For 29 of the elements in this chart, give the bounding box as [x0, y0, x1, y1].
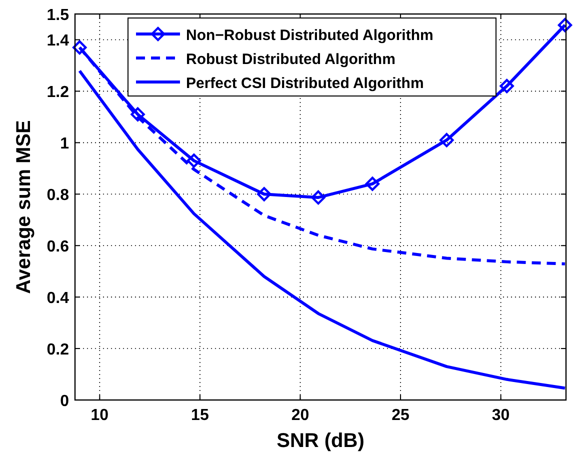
point: [130, 107, 145, 122]
x-tick-label: 30: [492, 407, 510, 424]
y-tick-label: 0.4: [46, 290, 70, 308]
x-tick-label: 20: [291, 407, 310, 424]
y-axis-title: Average sum MSE: [13, 120, 35, 294]
x-tick-label: 10: [90, 407, 109, 424]
y-tick-label: 1.4: [46, 32, 70, 50]
point: [257, 187, 272, 202]
point: [186, 154, 202, 168]
point: [440, 132, 454, 148]
x-tick-label: 25: [392, 407, 410, 424]
y-tick-label: 0.8: [46, 187, 70, 204]
point: [311, 190, 326, 205]
legend-label: Perfect CSI Distributed Algorithm: [186, 75, 424, 92]
point: [72, 40, 87, 55]
x-tick-label: 15: [191, 407, 209, 424]
point: [500, 78, 514, 94]
legend-label: Robust Distributed Algorithm: [186, 51, 396, 68]
y-tick-label: 0: [60, 393, 70, 410]
x-axis-title: SNR (dB): [276, 430, 364, 452]
y-tick-label: 1.2: [46, 84, 70, 102]
point: [558, 18, 572, 32]
y-tick-label: 1.5: [46, 7, 70, 24]
line-series: [78, 69, 566, 390]
point: [365, 176, 380, 191]
legend-label: Non−Robust Distributed Algorithm: [186, 27, 434, 44]
y-tick-label: 1: [60, 136, 70, 153]
y-tick-label: 0.2: [46, 342, 70, 359]
y-tick-label: 0.6: [46, 238, 70, 256]
